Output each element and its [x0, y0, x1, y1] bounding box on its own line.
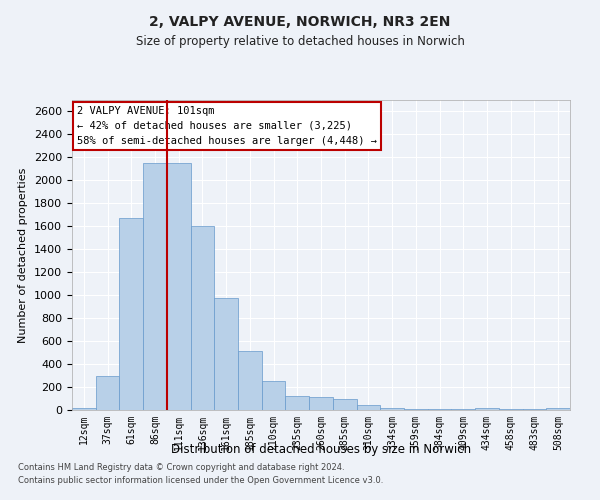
- Bar: [72, 408, 96, 410]
- Bar: [309, 398, 333, 410]
- Bar: [380, 408, 404, 410]
- Bar: [191, 226, 214, 410]
- Bar: [546, 408, 570, 410]
- Bar: [167, 163, 191, 410]
- Bar: [404, 409, 428, 410]
- Bar: [286, 396, 309, 410]
- Text: Contains public sector information licensed under the Open Government Licence v3: Contains public sector information licen…: [18, 476, 383, 485]
- Text: Contains HM Land Registry data © Crown copyright and database right 2024.: Contains HM Land Registry data © Crown c…: [18, 464, 344, 472]
- Bar: [262, 382, 286, 410]
- Bar: [214, 298, 238, 410]
- Bar: [333, 399, 356, 410]
- Y-axis label: Number of detached properties: Number of detached properties: [19, 168, 28, 342]
- Text: Size of property relative to detached houses in Norwich: Size of property relative to detached ho…: [136, 35, 464, 48]
- Text: 2 VALPY AVENUE: 101sqm
← 42% of detached houses are smaller (3,225)
58% of semi-: 2 VALPY AVENUE: 101sqm ← 42% of detached…: [77, 106, 377, 146]
- Bar: [356, 405, 380, 410]
- Text: 2, VALPY AVENUE, NORWICH, NR3 2EN: 2, VALPY AVENUE, NORWICH, NR3 2EN: [149, 15, 451, 29]
- Bar: [119, 218, 143, 410]
- Bar: [475, 408, 499, 410]
- Bar: [96, 376, 119, 410]
- Bar: [428, 409, 451, 410]
- Bar: [143, 163, 167, 410]
- Bar: [238, 352, 262, 410]
- Text: Distribution of detached houses by size in Norwich: Distribution of detached houses by size …: [171, 444, 471, 456]
